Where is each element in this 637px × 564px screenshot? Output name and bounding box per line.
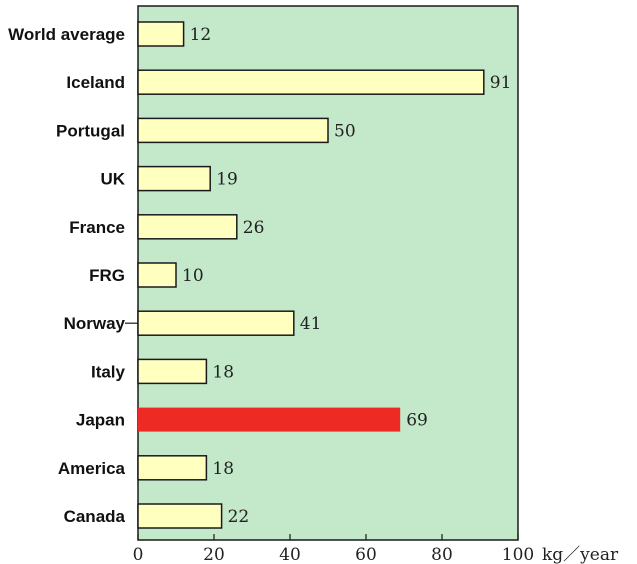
x-tick-label-0: 0 bbox=[133, 545, 144, 564]
x-axis: 0 20 40 60 80 100 bbox=[133, 534, 534, 564]
x-tick-label-20: 20 bbox=[203, 545, 225, 564]
bar-japan bbox=[138, 407, 401, 432]
category-label-america: America bbox=[58, 459, 126, 478]
bar-france bbox=[137, 214, 238, 240]
bar-frg bbox=[137, 262, 177, 288]
category-label-uk: UK bbox=[100, 170, 125, 189]
category-label-iceland: Iceland bbox=[66, 73, 125, 92]
x-tick-label-60: 60 bbox=[355, 545, 377, 564]
bar-world-average bbox=[137, 21, 185, 47]
bar-portugal bbox=[137, 117, 329, 144]
category-label-portugal: Portugal bbox=[56, 121, 125, 140]
category-label-canada: Canada bbox=[64, 507, 126, 526]
value-label-norway: 41 bbox=[300, 314, 322, 334]
bar-canada bbox=[137, 503, 223, 529]
category-labels-group: World average Iceland Portugal UK France FRG N… bbox=[8, 25, 138, 526]
value-label-uk: 19 bbox=[216, 170, 238, 190]
x-tick-label-40: 40 bbox=[279, 545, 301, 564]
x-unit-label: kg／year bbox=[542, 545, 619, 564]
category-label-france: France bbox=[69, 218, 125, 237]
value-label-frg: 10 bbox=[182, 266, 204, 286]
value-label-japan: 69 bbox=[406, 411, 428, 431]
value-label-world-average: 12 bbox=[190, 25, 212, 45]
bars-group bbox=[137, 21, 485, 529]
value-label-france: 26 bbox=[243, 218, 265, 238]
value-label-canada: 22 bbox=[228, 507, 250, 527]
category-label-italy: Italy bbox=[91, 362, 126, 381]
value-label-america: 18 bbox=[212, 459, 234, 479]
value-label-portugal: 50 bbox=[334, 121, 356, 141]
category-label-frg: FRG bbox=[89, 266, 125, 285]
bar-italy bbox=[137, 358, 208, 385]
bar-iceland bbox=[137, 69, 485, 95]
x-tick-label-100: 100 bbox=[502, 545, 534, 564]
category-label-japan: Japan bbox=[76, 411, 125, 430]
value-labels-group: 12 91 50 19 26 10 41 18 69 18 22 bbox=[182, 25, 511, 527]
category-label-world-average: World average bbox=[8, 25, 125, 44]
bar-america bbox=[137, 455, 208, 481]
bar-norway bbox=[137, 310, 295, 336]
bar-uk bbox=[137, 165, 211, 192]
plot-area bbox=[137, 5, 519, 541]
x-tick-label-80: 80 bbox=[431, 545, 453, 564]
category-label-norway: Norway bbox=[64, 314, 126, 333]
value-label-iceland: 91 bbox=[490, 73, 512, 93]
value-label-italy: 18 bbox=[212, 362, 234, 382]
